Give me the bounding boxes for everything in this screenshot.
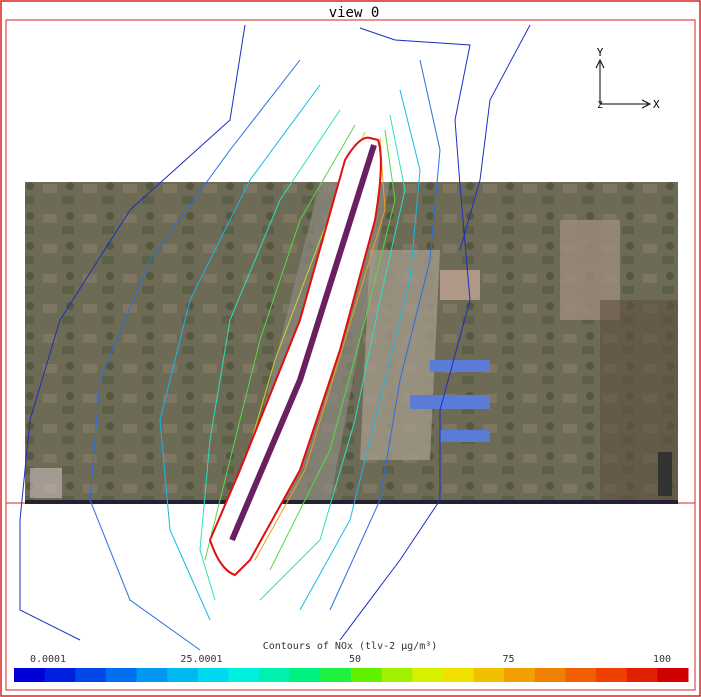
colorbar-swatch bbox=[565, 668, 597, 682]
colorbar-swatch bbox=[534, 668, 566, 682]
colorbar-swatch bbox=[289, 668, 321, 682]
contours bbox=[19, 24, 531, 651]
colorbar-swatch bbox=[412, 668, 444, 682]
colorbar-swatch bbox=[44, 668, 76, 682]
view-title: view 0 bbox=[329, 5, 380, 21]
axis-label: Z bbox=[597, 101, 603, 111]
colorbar-tick-label: 50 bbox=[349, 654, 361, 665]
colorbar-swatch bbox=[320, 668, 352, 682]
colorbar-swatch bbox=[75, 668, 107, 682]
colorbar-swatch bbox=[473, 668, 505, 682]
colorbar-swatch bbox=[442, 668, 475, 682]
colorbar-swatch bbox=[657, 668, 689, 682]
colorbar-swatch bbox=[105, 668, 138, 682]
colorbar-swatch bbox=[351, 668, 383, 682]
colorbar-tick-label: 25.0001 bbox=[180, 654, 222, 665]
colorbar-swatch bbox=[596, 668, 628, 682]
axis-label: X bbox=[653, 98, 660, 111]
colorbar-tick-label: 0.0001 bbox=[30, 654, 66, 665]
colorbar: 0.0001 25.0001 50 75 100 bbox=[14, 654, 689, 682]
colorbar-title: Contours of NOx (tlv-2 µg/m³) bbox=[263, 641, 438, 652]
satellite-image bbox=[25, 182, 678, 504]
colorbar-tick-label: 100 bbox=[653, 654, 671, 665]
colorbar-swatch bbox=[504, 668, 536, 682]
colorbar-tick-label: 75 bbox=[502, 654, 514, 665]
colorbar-swatch bbox=[136, 668, 168, 682]
colorbar-swatch bbox=[197, 668, 229, 682]
colorbar-swatch bbox=[381, 668, 413, 682]
colorbar-swatch bbox=[14, 668, 46, 682]
inner-frame bbox=[5, 19, 696, 691]
colorbar-swatch bbox=[167, 668, 199, 682]
axis-triad bbox=[595, 58, 652, 109]
colorbar-swatch bbox=[626, 668, 658, 682]
colorbar-swatch bbox=[228, 668, 260, 682]
axis-label: Y bbox=[597, 46, 604, 59]
colorbar-swatch bbox=[259, 668, 291, 682]
